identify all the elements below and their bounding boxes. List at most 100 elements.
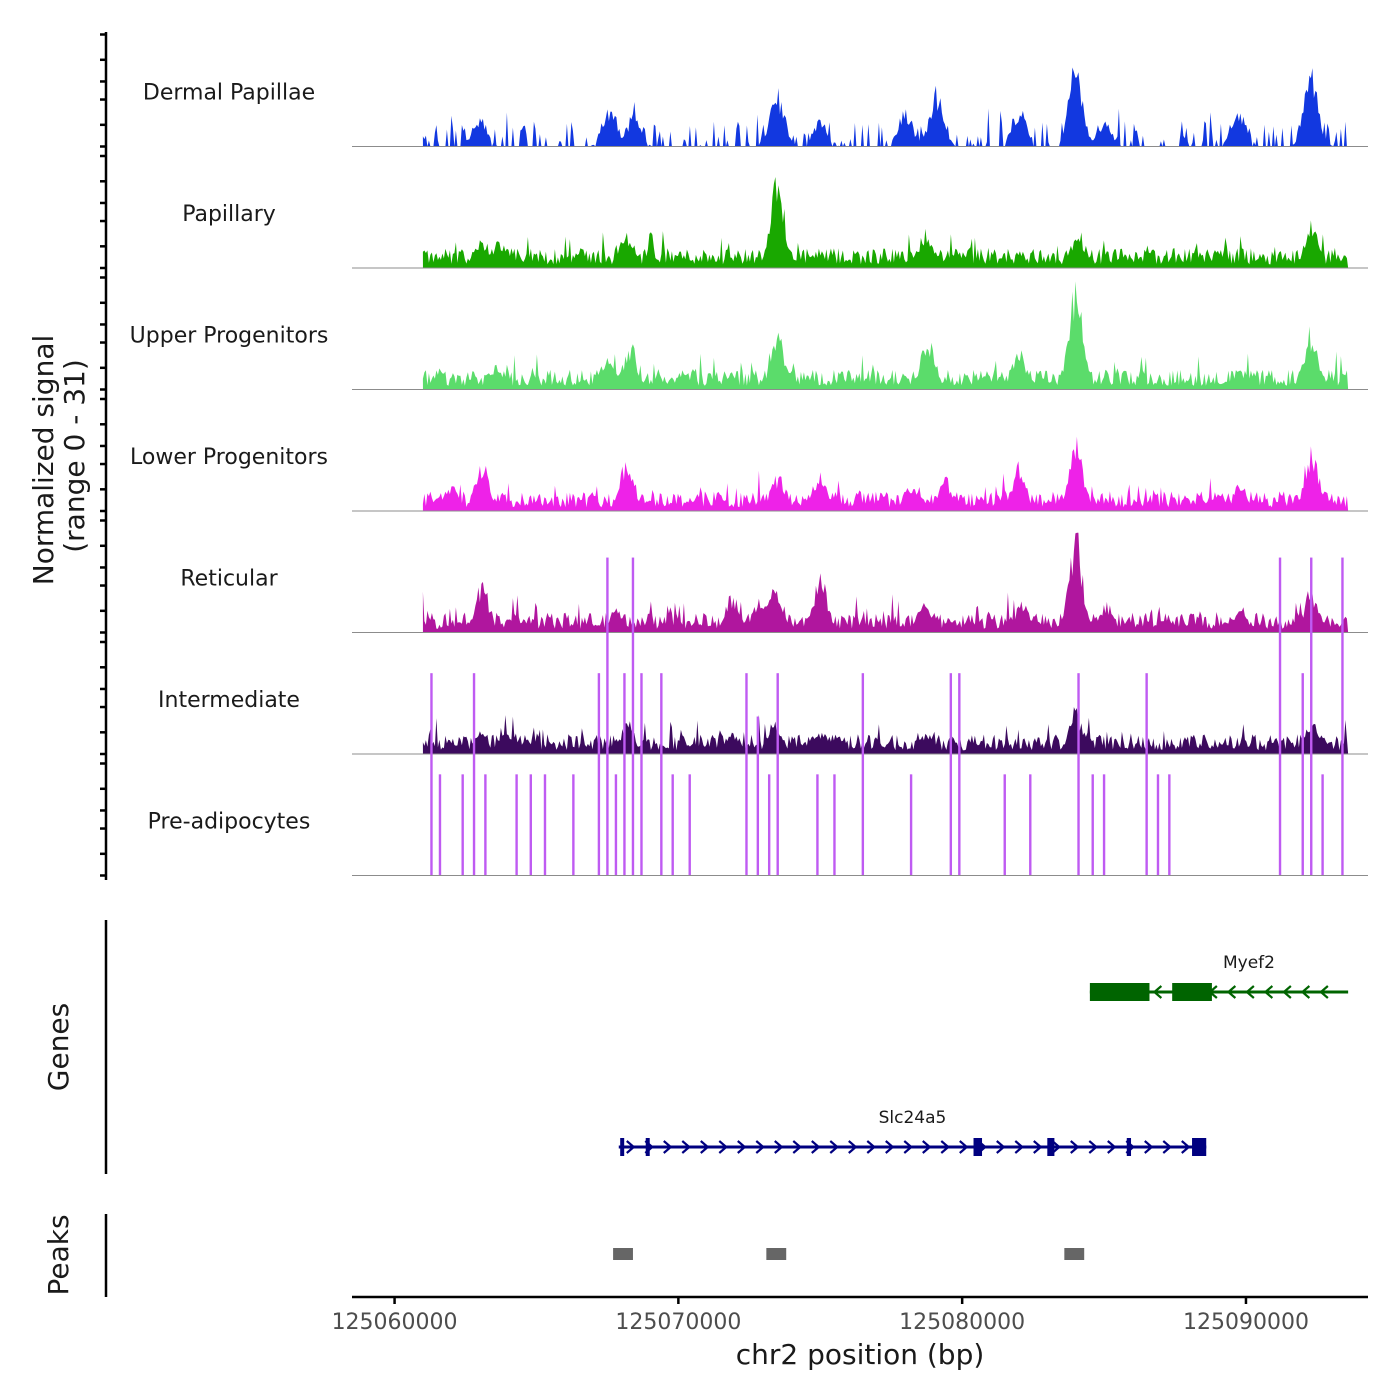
strand-arrow xyxy=(1051,1140,1061,1154)
strand-arrow xyxy=(700,1140,710,1154)
signal-bar xyxy=(461,774,464,876)
signal-bar xyxy=(776,673,779,876)
signal-bar xyxy=(1029,774,1032,876)
strand-arrow xyxy=(866,1140,876,1154)
peaks-panel-title: Peaks xyxy=(42,1214,75,1295)
strand-arrow xyxy=(829,1140,839,1154)
signal-bar xyxy=(767,774,771,876)
strand-arrow xyxy=(774,1140,784,1154)
strand-arrow xyxy=(1181,1140,1191,1154)
signal-bar xyxy=(1341,557,1344,876)
track-intermediate: Intermediate xyxy=(158,688,1368,755)
genes-panel-title: Genes xyxy=(42,1003,75,1091)
exon xyxy=(1089,983,1150,1001)
strand-arrow xyxy=(1014,1140,1024,1154)
strand-arrow xyxy=(1144,1140,1154,1154)
exon xyxy=(645,1138,650,1156)
signal-area xyxy=(422,436,1349,511)
exon xyxy=(620,1138,625,1156)
genes-panel: Genes Myef2 Slc24a5 xyxy=(42,920,1349,1174)
strand-arrow xyxy=(1282,985,1292,999)
x-tick-label: 125080000 xyxy=(899,1310,1025,1335)
signal-bar xyxy=(1156,774,1160,876)
track-label: Upper Progenitors xyxy=(130,324,329,349)
x-tick-label: 125090000 xyxy=(1183,1310,1309,1335)
signal-area xyxy=(422,707,1349,754)
signal-bar xyxy=(1102,774,1106,876)
exon xyxy=(1047,1138,1055,1156)
strand-arrow xyxy=(737,1140,747,1154)
signal-bar xyxy=(949,673,953,876)
strand-arrow xyxy=(1107,1140,1117,1154)
gene-myef2: Myef2 xyxy=(1089,953,1349,1001)
strand-arrow xyxy=(1300,985,1311,999)
x-axis-title: chr2 position (bp) xyxy=(736,1338,985,1371)
signal-area xyxy=(422,67,1349,147)
signal-bar xyxy=(606,557,609,876)
exon xyxy=(1192,1138,1207,1156)
strand-arrow xyxy=(1152,985,1163,999)
signal-bar xyxy=(756,716,760,876)
peak-region xyxy=(613,1248,633,1260)
y-axis-title-line2: (range 0 - 31) xyxy=(58,359,91,553)
signal-bar xyxy=(1278,557,1282,876)
strand-arrow xyxy=(885,1140,895,1154)
signal-bar xyxy=(1145,673,1148,876)
signal-bar xyxy=(529,774,532,876)
signal-bar xyxy=(745,673,748,876)
track-label: Reticular xyxy=(180,567,278,592)
signal-bar xyxy=(1003,774,1006,876)
gene-slc24a5: Slc24a5 xyxy=(618,1108,1207,1156)
track-label: Papillary xyxy=(182,202,276,227)
signal-bar xyxy=(671,774,674,876)
signal-bar xyxy=(1168,774,1171,876)
signal-bar xyxy=(1091,774,1094,876)
strand-arrow xyxy=(940,1140,950,1154)
signal-bar xyxy=(438,774,442,876)
signal-bar xyxy=(543,774,547,876)
signal-bar xyxy=(1301,673,1304,876)
signal-bar xyxy=(816,774,819,876)
signal-bar xyxy=(1321,774,1324,876)
track-upper-progenitors: Upper Progenitors xyxy=(130,281,1368,390)
signal-bar xyxy=(1077,673,1080,876)
signal-bar xyxy=(472,673,476,876)
signal-bar xyxy=(1310,557,1313,876)
peaks-panel: Peaks xyxy=(42,1214,1085,1297)
strand-arrow xyxy=(848,1140,858,1154)
track-label: Intermediate xyxy=(158,688,300,713)
strand-arrow xyxy=(922,1140,932,1154)
signal-bar xyxy=(909,774,913,876)
y-axis-title: Normalized signal (range 0 - 31) xyxy=(27,335,91,586)
strand-arrow xyxy=(681,1140,691,1154)
signal-bar xyxy=(660,673,663,876)
signal-bar xyxy=(631,557,635,876)
signal-bar xyxy=(958,673,961,876)
track-label: Lower Progenitors xyxy=(130,445,328,470)
strand-arrow xyxy=(1245,985,1255,999)
gene-name: Slc24a5 xyxy=(879,1108,947,1128)
strand-arrow xyxy=(1319,985,1329,999)
track-label: Pre-adipocytes xyxy=(148,810,311,835)
signal-bar xyxy=(572,774,575,876)
signal-bar xyxy=(833,774,836,876)
strand-arrow xyxy=(1033,1140,1043,1154)
x-tick-label: 125070000 xyxy=(615,1310,741,1335)
track-dermal-papillae: Dermal Papillae xyxy=(143,67,1368,147)
strand-arrow xyxy=(718,1140,728,1154)
strand-arrow xyxy=(811,1140,821,1154)
signal-bar xyxy=(614,774,618,876)
signal-bar xyxy=(484,774,487,876)
signal-area xyxy=(422,532,1349,633)
exon xyxy=(1126,1138,1132,1156)
strand-arrow xyxy=(1162,1140,1172,1154)
coverage-panel: Dermal Papillae Papillary Upper Progenitor… xyxy=(100,32,1368,880)
exon xyxy=(1172,983,1212,1001)
signal-bar xyxy=(597,673,601,876)
exon xyxy=(973,1138,983,1156)
signal-bar xyxy=(640,673,643,876)
strand-arrow xyxy=(663,1140,673,1154)
signal-area xyxy=(422,281,1349,390)
signal-area xyxy=(422,177,1349,268)
